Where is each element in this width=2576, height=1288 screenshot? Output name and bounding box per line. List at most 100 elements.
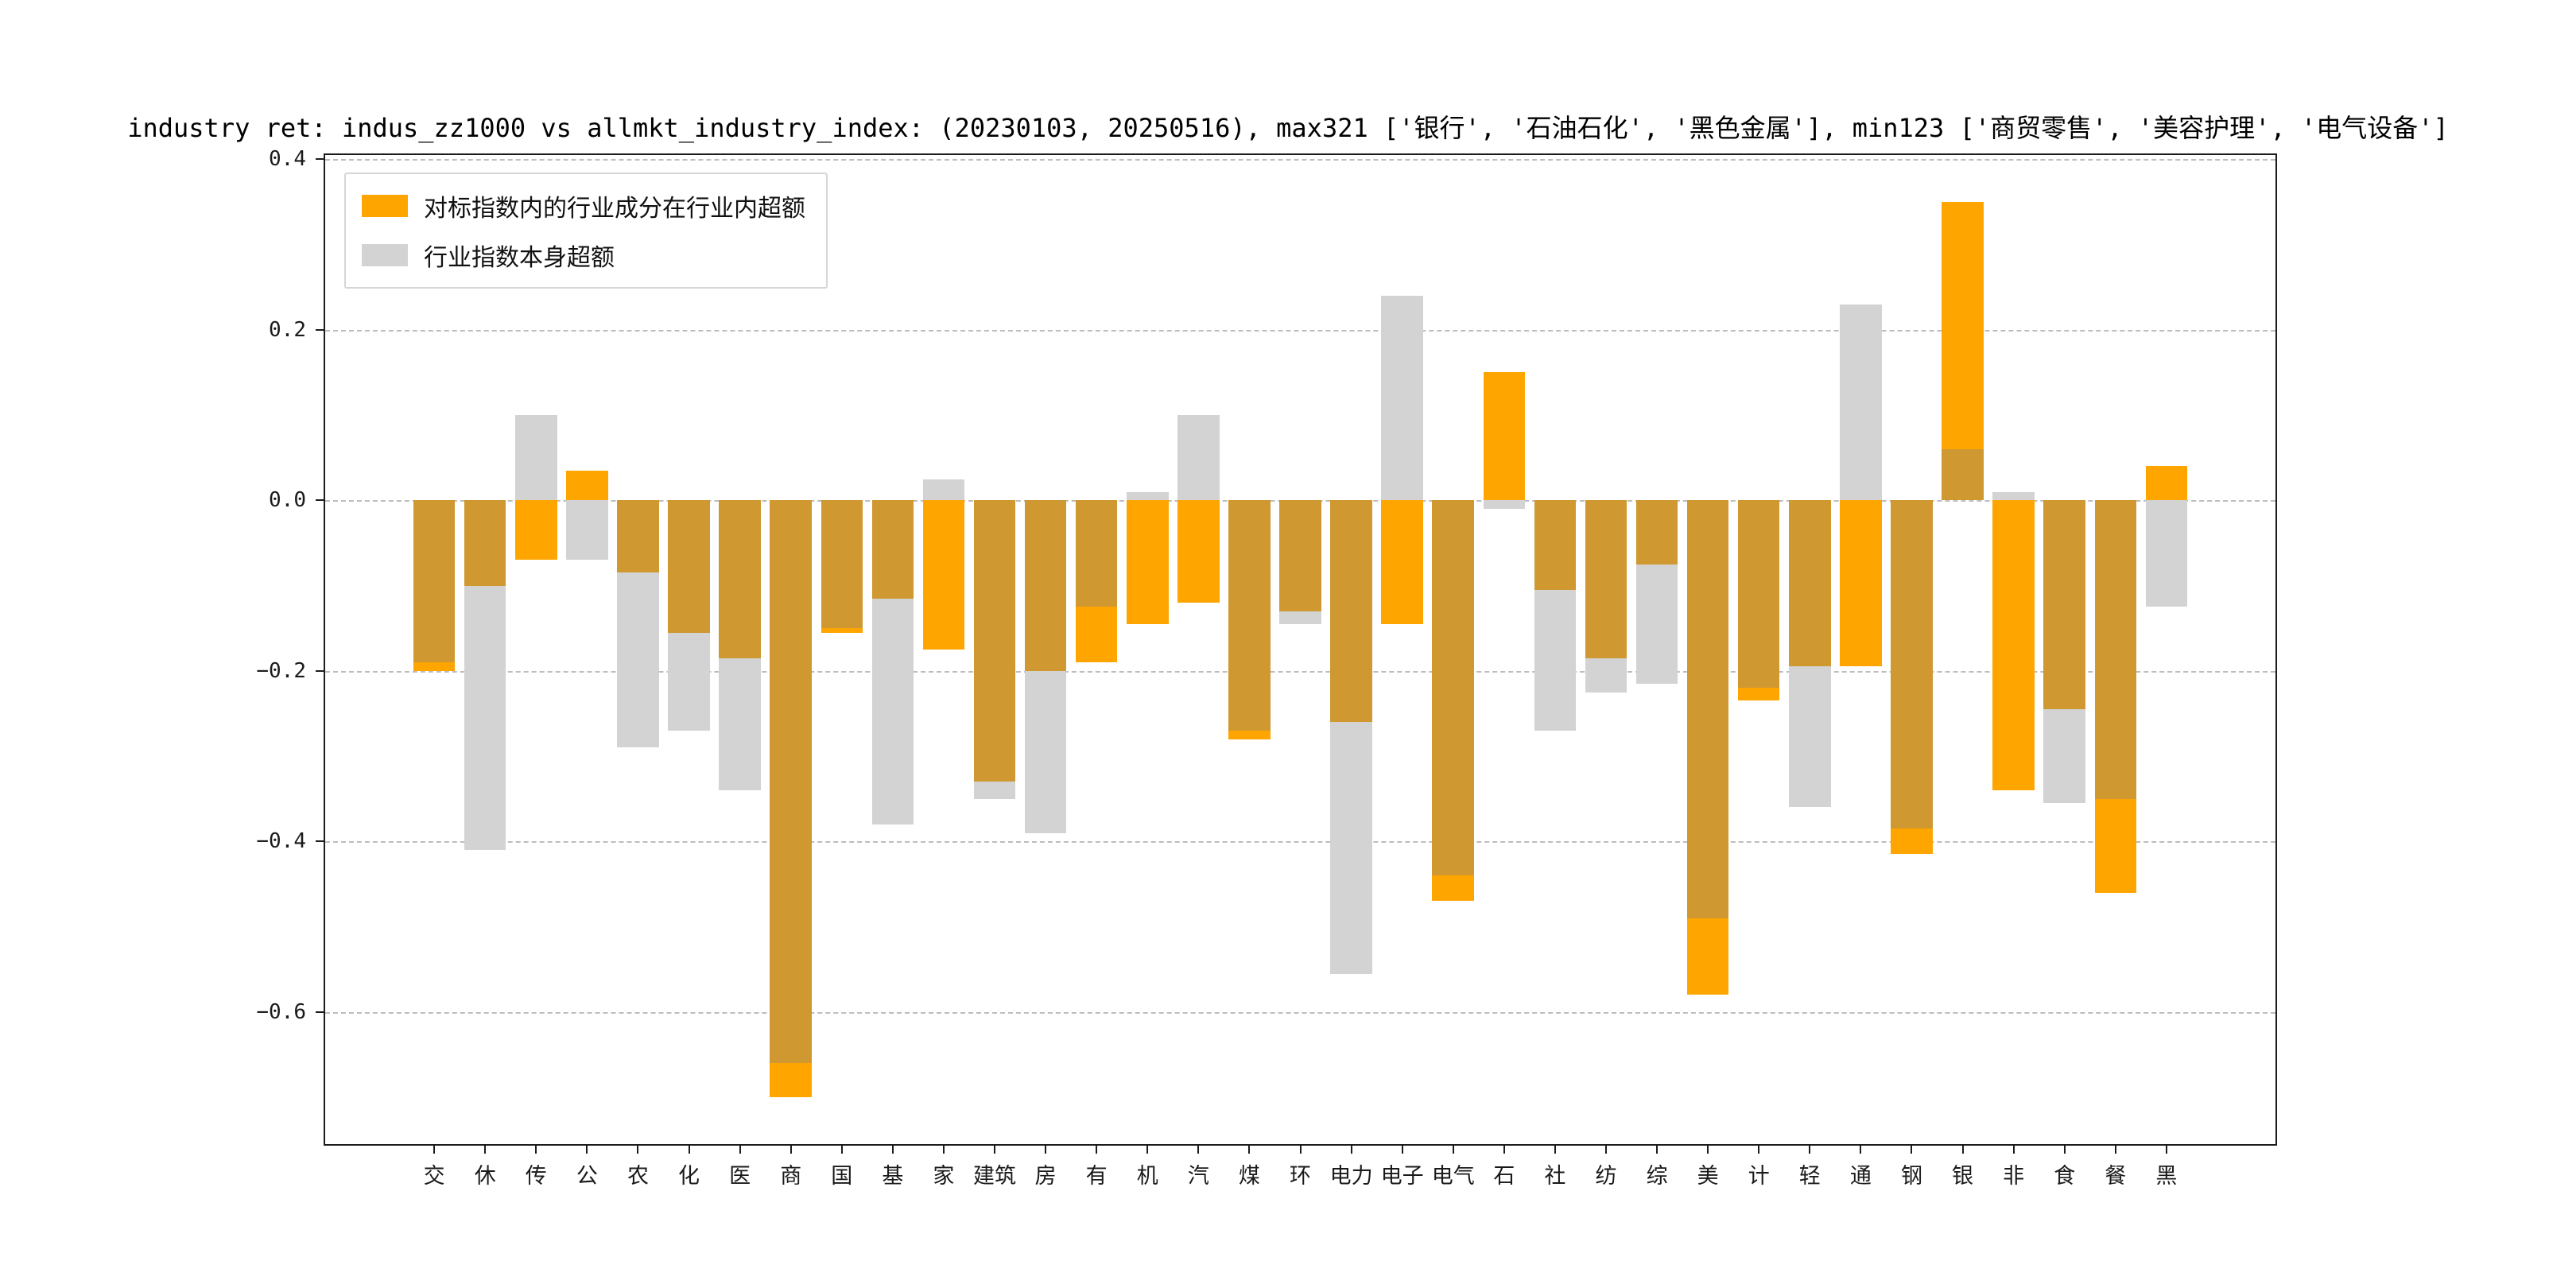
bar-segment bbox=[2094, 500, 2137, 799]
bar-segment bbox=[1177, 500, 1220, 603]
bar-segment bbox=[1228, 730, 1271, 739]
bar-segment bbox=[1381, 500, 1423, 624]
legend-item-component-excess: 对标指数内的行业成分在行业内超额 bbox=[362, 188, 805, 223]
bar-segment bbox=[413, 662, 456, 671]
bar-segment bbox=[2043, 500, 2085, 710]
bar-segment bbox=[1279, 611, 1321, 624]
legend-label: 对标指数内的行业成分在行业内超额 bbox=[424, 195, 805, 223]
bar-segment bbox=[413, 500, 456, 663]
bar-segment bbox=[1126, 491, 1169, 501]
bar-segment bbox=[1686, 918, 1729, 995]
x-tick-mark bbox=[2165, 1144, 2167, 1154]
bar-segment bbox=[973, 500, 1016, 782]
bar-segment bbox=[922, 479, 965, 501]
bar-segment bbox=[1075, 607, 1118, 663]
x-tick-mark bbox=[637, 1144, 639, 1154]
gridline bbox=[325, 159, 2275, 161]
bar-segment bbox=[1635, 564, 1678, 684]
bar-segment bbox=[1942, 448, 1984, 501]
y-tick-mark bbox=[316, 669, 325, 672]
x-tick-label: 电力 bbox=[1329, 1164, 1373, 1189]
y-tick-label: 0.4 bbox=[269, 147, 306, 172]
bar-segment bbox=[1432, 500, 1474, 876]
bar-segment bbox=[1686, 500, 1729, 918]
x-tick-mark bbox=[2063, 1144, 2066, 1154]
x-tick-mark bbox=[1809, 1144, 1811, 1154]
legend-label: 行业指数本身超额 bbox=[424, 244, 615, 272]
bar-segment bbox=[1381, 295, 1423, 501]
bar-segment bbox=[719, 500, 761, 658]
bar-segment bbox=[1585, 658, 1627, 692]
legend-item-industry-index-excess: 行业指数本身超额 bbox=[362, 238, 805, 273]
x-tick-label: 公 bbox=[576, 1164, 598, 1189]
bar-segment bbox=[566, 500, 608, 561]
x-tick-label: 机 bbox=[1136, 1164, 1158, 1189]
bar-segment bbox=[566, 470, 608, 501]
bar-segment bbox=[1840, 304, 1882, 501]
x-tick-label: 国 bbox=[831, 1164, 853, 1189]
bar-segment bbox=[1534, 589, 1577, 731]
x-tick-label: 美 bbox=[1697, 1164, 1719, 1189]
x-tick-label: 汽 bbox=[1187, 1164, 1209, 1189]
bar-segment bbox=[464, 500, 506, 586]
x-tick-mark bbox=[1758, 1144, 1760, 1154]
bar-segment bbox=[1840, 500, 1882, 667]
y-tick-label: −0.6 bbox=[256, 999, 306, 1024]
gridline bbox=[325, 1011, 2275, 1014]
bar-segment bbox=[1992, 500, 2035, 790]
bar-segment bbox=[1483, 500, 1526, 510]
x-tick-mark bbox=[1911, 1144, 1913, 1154]
x-tick-mark bbox=[942, 1144, 945, 1154]
x-tick-mark bbox=[1961, 1144, 1964, 1154]
x-tick-label: 银 bbox=[1952, 1164, 1974, 1189]
bar-segment bbox=[1330, 500, 1372, 723]
y-tick-mark bbox=[316, 1011, 325, 1013]
x-tick-label: 钢 bbox=[1900, 1164, 1922, 1189]
bar-segment bbox=[515, 500, 557, 561]
bar-segment bbox=[668, 500, 710, 633]
x-tick-label: 纺 bbox=[1595, 1164, 1617, 1189]
x-tick-label: 计 bbox=[1748, 1164, 1770, 1189]
x-tick-mark bbox=[2114, 1144, 2116, 1154]
x-tick-mark bbox=[1045, 1144, 1047, 1154]
x-tick-mark bbox=[789, 1144, 792, 1154]
bar-segment bbox=[821, 628, 863, 633]
bar-segment bbox=[1177, 415, 1220, 501]
x-tick-label: 基 bbox=[882, 1164, 904, 1189]
x-tick-mark bbox=[891, 1144, 894, 1154]
x-tick-label: 休 bbox=[474, 1164, 496, 1189]
legend-swatch-gray bbox=[362, 244, 408, 266]
bar-segment bbox=[1483, 372, 1526, 501]
x-tick-label: 通 bbox=[1849, 1164, 1872, 1189]
bar-segment bbox=[1279, 500, 1321, 611]
bar-segment bbox=[871, 500, 914, 599]
bar-segment bbox=[821, 500, 863, 629]
x-tick-mark bbox=[535, 1144, 537, 1154]
bar-segment bbox=[617, 572, 659, 748]
y-tick-label: −0.4 bbox=[256, 829, 306, 854]
x-tick-mark bbox=[484, 1144, 487, 1154]
y-tick-label: 0.2 bbox=[269, 317, 306, 342]
x-tick-mark bbox=[1350, 1144, 1352, 1154]
x-tick-mark bbox=[994, 1144, 996, 1154]
bar-segment bbox=[515, 415, 557, 501]
x-tick-label: 轻 bbox=[1798, 1164, 1821, 1189]
y-tick-mark bbox=[316, 840, 325, 843]
x-tick-label: 黑 bbox=[2155, 1164, 2178, 1189]
bar-segment bbox=[922, 500, 965, 650]
x-tick-label: 石 bbox=[1493, 1164, 1515, 1189]
x-tick-label: 化 bbox=[678, 1164, 700, 1189]
bar-segment bbox=[464, 585, 506, 850]
x-tick-label: 交 bbox=[423, 1164, 445, 1189]
chart-title: industry ret: indus_zz1000 vs allmkt_ind… bbox=[127, 113, 2449, 143]
x-tick-mark bbox=[1401, 1144, 1403, 1154]
x-tick-label: 传 bbox=[525, 1164, 547, 1189]
bar-segment bbox=[1534, 500, 1577, 590]
x-tick-label: 商 bbox=[780, 1164, 802, 1189]
bar-segment bbox=[1635, 500, 1678, 564]
gridline bbox=[325, 670, 2275, 673]
x-tick-mark bbox=[1146, 1144, 1149, 1154]
x-tick-label: 农 bbox=[627, 1164, 649, 1189]
x-tick-mark bbox=[1707, 1144, 1709, 1154]
